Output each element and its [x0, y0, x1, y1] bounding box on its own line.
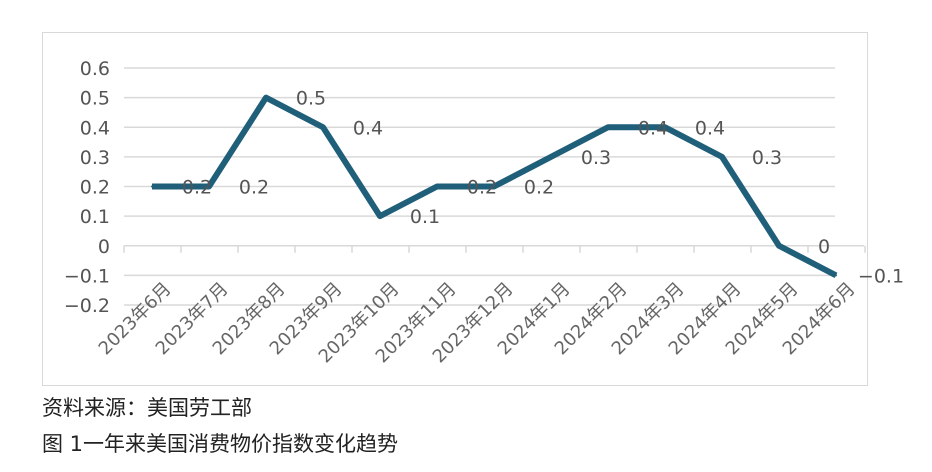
- data-label: 0.2: [467, 177, 497, 199]
- data-label: 0: [818, 236, 830, 258]
- y-tick-label: 0.2: [80, 177, 110, 199]
- data-label: 0.5: [296, 88, 326, 110]
- data-label: 0.4: [695, 117, 725, 139]
- y-tick-label: −0.2: [64, 295, 110, 317]
- data-label: 0.2: [182, 177, 212, 199]
- data-point: [835, 274, 837, 277]
- data-point: [550, 155, 552, 158]
- data-label: 0.3: [752, 147, 782, 169]
- data-point: [322, 126, 324, 129]
- chart-frame: [42, 32, 868, 386]
- y-tick-label: 0.5: [80, 88, 110, 110]
- data-label: 0.3: [581, 147, 611, 169]
- data-label: 0.2: [524, 177, 554, 199]
- data-point: [664, 126, 666, 129]
- data-label: 0.4: [353, 117, 383, 139]
- data-point: [436, 185, 438, 188]
- data-point: [721, 155, 723, 158]
- y-tick-label: 0.6: [80, 58, 110, 80]
- data-point: [493, 185, 495, 188]
- data-point: [607, 126, 609, 129]
- data-label: −0.1: [858, 265, 904, 287]
- y-tick-label: 0.3: [80, 147, 110, 169]
- data-point: [151, 185, 153, 188]
- data-label: 0.4: [638, 117, 668, 139]
- source-note: 资料来源：美国劳工部: [42, 396, 252, 420]
- data-point: [208, 185, 210, 188]
- y-tick-label: −0.1: [64, 265, 110, 287]
- y-tick-label: 0: [98, 236, 110, 258]
- data-point: [379, 215, 381, 218]
- data-point: [265, 96, 267, 99]
- y-tick-label: 0.4: [80, 117, 110, 139]
- figure-caption: 图 1一年来美国消费物价指数变化趋势: [42, 432, 399, 456]
- data-label: 0.1: [410, 206, 440, 228]
- y-tick-label: 0.1: [80, 206, 110, 228]
- data-point: [778, 244, 780, 247]
- data-label: 0.2: [239, 177, 269, 199]
